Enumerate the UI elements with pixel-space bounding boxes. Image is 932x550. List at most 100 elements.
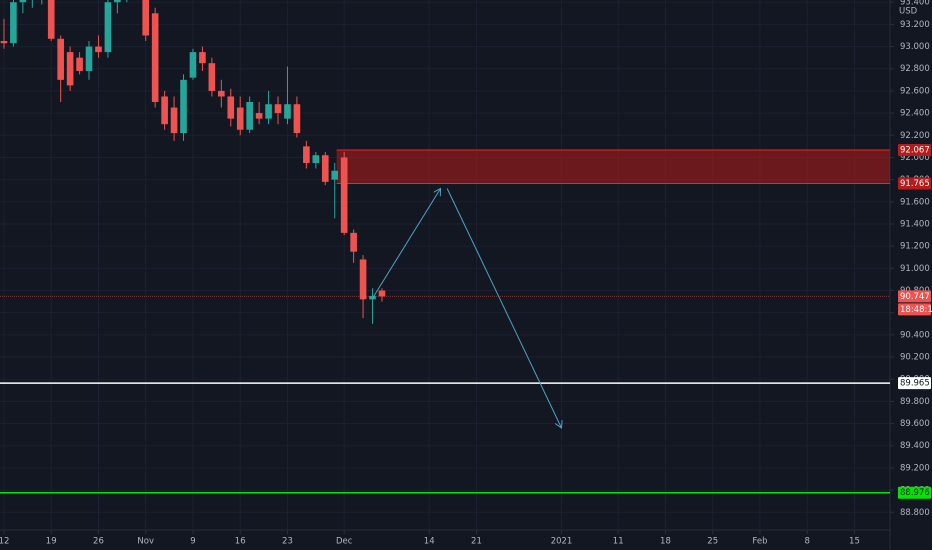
candle-body — [274, 104, 282, 114]
candle-body — [236, 107, 244, 130]
x-tick-label: Nov — [137, 537, 154, 547]
x-tick-label: 8 — [805, 537, 810, 547]
candle-body — [321, 155, 329, 182]
x-tick-label: 26 — [93, 537, 104, 547]
candle — [208, 57, 216, 97]
candle — [142, 0, 150, 42]
candle-body — [47, 0, 55, 39]
candle-body — [170, 107, 178, 134]
x-tick-label: 11 — [613, 537, 624, 547]
candle — [255, 102, 263, 125]
candle — [246, 96, 253, 134]
level-label: 89.965 — [900, 379, 930, 389]
y-tick-label: 90.400 — [900, 330, 930, 340]
candle — [161, 90, 168, 130]
candle-body — [10, 2, 17, 44]
y-tick-label: 89.400 — [900, 441, 930, 451]
zone — [336, 150, 890, 184]
y-tick-label: 89.600 — [900, 419, 930, 429]
candle — [265, 90, 272, 125]
y-tick-label: 93.200 — [900, 20, 930, 30]
y-tick-label: 93.400 — [900, 0, 930, 8]
candle — [189, 48, 197, 80]
candle-body — [246, 102, 253, 130]
candle-body — [350, 232, 357, 252]
candle — [41, 0, 43, 5]
current-price-label: 90.747 — [900, 292, 930, 302]
candle — [104, 0, 112, 58]
candle — [76, 52, 83, 75]
x-tick-label: 25 — [707, 537, 718, 547]
currency-label: USD — [899, 7, 918, 17]
candle — [350, 229, 357, 263]
candle-body — [180, 79, 187, 134]
candle-body — [340, 157, 348, 233]
candle-body — [199, 52, 206, 64]
countdown: 18:48:18 — [900, 305, 932, 315]
candle — [378, 288, 386, 302]
candle — [180, 74, 187, 141]
candle-body — [378, 290, 386, 297]
y-tick-label: 89.800 — [900, 397, 930, 407]
x-tick-label: 18 — [660, 537, 671, 547]
x-tick-label: 19 — [46, 537, 57, 547]
candle-body — [189, 52, 197, 78]
y-tick-label: 92.600 — [900, 86, 930, 96]
arrow — [446, 188, 561, 427]
candle-body — [76, 57, 83, 71]
x-tick-label: Dec — [336, 537, 353, 547]
candle — [359, 255, 367, 319]
candle-body — [161, 96, 168, 125]
x-tick-label: 9 — [190, 537, 195, 547]
candle-body — [114, 0, 121, 3]
candle — [218, 79, 225, 108]
candle — [227, 88, 235, 127]
candle-body — [57, 38, 64, 80]
plot-area — [0, 0, 890, 530]
candle-body — [255, 113, 263, 119]
candle — [284, 66, 291, 125]
candle — [0, 18, 8, 49]
candle — [85, 41, 93, 80]
candle-body — [66, 52, 74, 86]
candle-body — [208, 63, 216, 91]
candle-body — [227, 96, 235, 119]
x-tick-label: 16 — [235, 537, 246, 547]
candle — [57, 35, 64, 103]
candle — [340, 151, 348, 236]
x-tick-label: Feb — [752, 537, 767, 547]
level-label-box — [898, 486, 931, 499]
x-tick-label: 21 — [471, 537, 482, 547]
candle — [95, 35, 102, 58]
level-label: 88.976 — [900, 488, 930, 498]
candle-body — [85, 46, 93, 71]
x-tick-label: 2021 — [551, 537, 573, 547]
y-tick-label: 91.600 — [900, 197, 930, 207]
candle-body — [331, 170, 339, 180]
candle — [293, 96, 301, 138]
x-tick-label: 23 — [282, 537, 293, 547]
candle-body — [284, 104, 291, 119]
zone-top-label: 92.067 — [900, 146, 930, 156]
zone-top-label-box — [898, 144, 931, 157]
candle — [321, 151, 329, 186]
candle-body — [19, 0, 27, 3]
candle-body — [265, 104, 272, 119]
candle-body — [95, 46, 102, 53]
candle — [199, 46, 206, 71]
candle — [31, 0, 33, 8]
arrow — [372, 188, 441, 299]
candle — [236, 96, 244, 136]
candle — [47, 0, 55, 42]
candle-body — [151, 13, 159, 103]
x-tick-label: 12 — [0, 537, 9, 547]
candle — [151, 7, 159, 108]
candle — [10, 0, 17, 47]
candle — [312, 151, 320, 169]
candle — [274, 96, 282, 125]
candle — [170, 96, 178, 141]
candle-body — [303, 146, 310, 163]
candle — [114, 0, 121, 14]
zone-bottom-label: 91.765 — [900, 179, 930, 189]
